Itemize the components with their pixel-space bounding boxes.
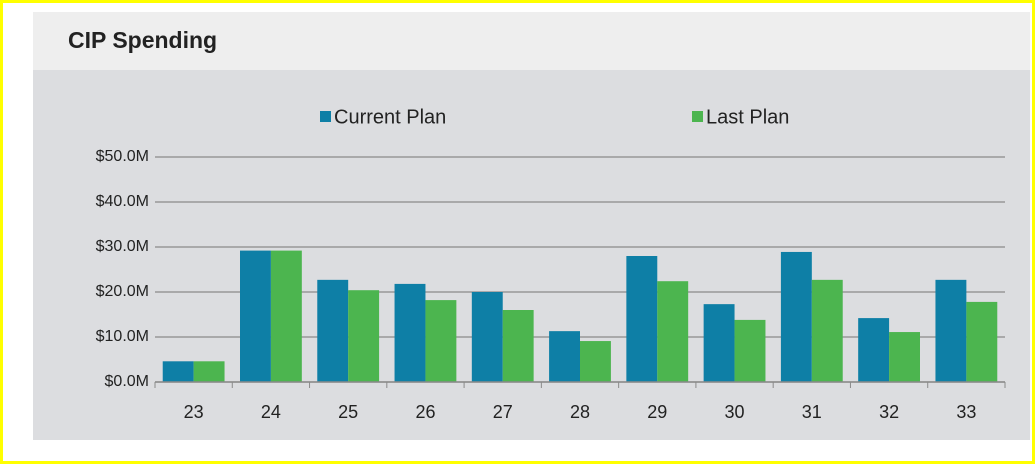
x-tick-label: 33: [956, 402, 976, 422]
y-tick-label: $0.0M: [105, 373, 149, 390]
bar: [162, 361, 194, 382]
legend-label: Last Plan: [706, 106, 789, 128]
legend-swatch: [320, 111, 331, 122]
x-tick-label: 27: [493, 402, 513, 422]
x-tick-label: 29: [647, 402, 667, 422]
x-tick-label: 23: [184, 402, 204, 422]
bar: [270, 250, 302, 382]
bar: [240, 250, 271, 382]
bar: [703, 304, 735, 382]
x-tick-label: 26: [415, 402, 435, 422]
bar: [348, 290, 380, 382]
bar: [317, 279, 349, 382]
bar: [657, 281, 689, 382]
bar: [935, 279, 967, 382]
header: [33, 12, 1030, 70]
y-tick-label: $30.0M: [96, 238, 149, 255]
x-tick-label: 28: [570, 402, 590, 422]
y-tick-label: $20.0M: [96, 283, 149, 300]
bar: [193, 361, 225, 382]
bar: [580, 341, 611, 382]
x-tick-label: 31: [802, 402, 822, 422]
legend-label: Current Plan: [334, 106, 446, 128]
chart-title: CIP Spending: [68, 27, 217, 53]
y-tick-label: $40.0M: [96, 193, 149, 210]
bar: [549, 331, 580, 382]
bar: [858, 318, 890, 382]
x-tick-label: 32: [879, 402, 899, 422]
bar: [966, 301, 998, 382]
bar: [471, 292, 503, 382]
bar: [889, 332, 920, 382]
legend-swatch: [692, 111, 703, 122]
bar: [425, 300, 457, 382]
x-tick-label: 24: [261, 402, 281, 422]
bar: [780, 251, 812, 382]
bar: [394, 283, 426, 382]
y-tick-label: $50.0M: [96, 148, 149, 165]
bar: [811, 279, 843, 382]
bar: [502, 310, 534, 382]
x-tick-label: 30: [725, 402, 745, 422]
plot-panel: [33, 70, 1030, 440]
bar: [734, 319, 766, 382]
x-tick-label: 25: [338, 402, 358, 422]
y-tick-label: $10.0M: [96, 328, 149, 345]
bar: [626, 256, 658, 382]
